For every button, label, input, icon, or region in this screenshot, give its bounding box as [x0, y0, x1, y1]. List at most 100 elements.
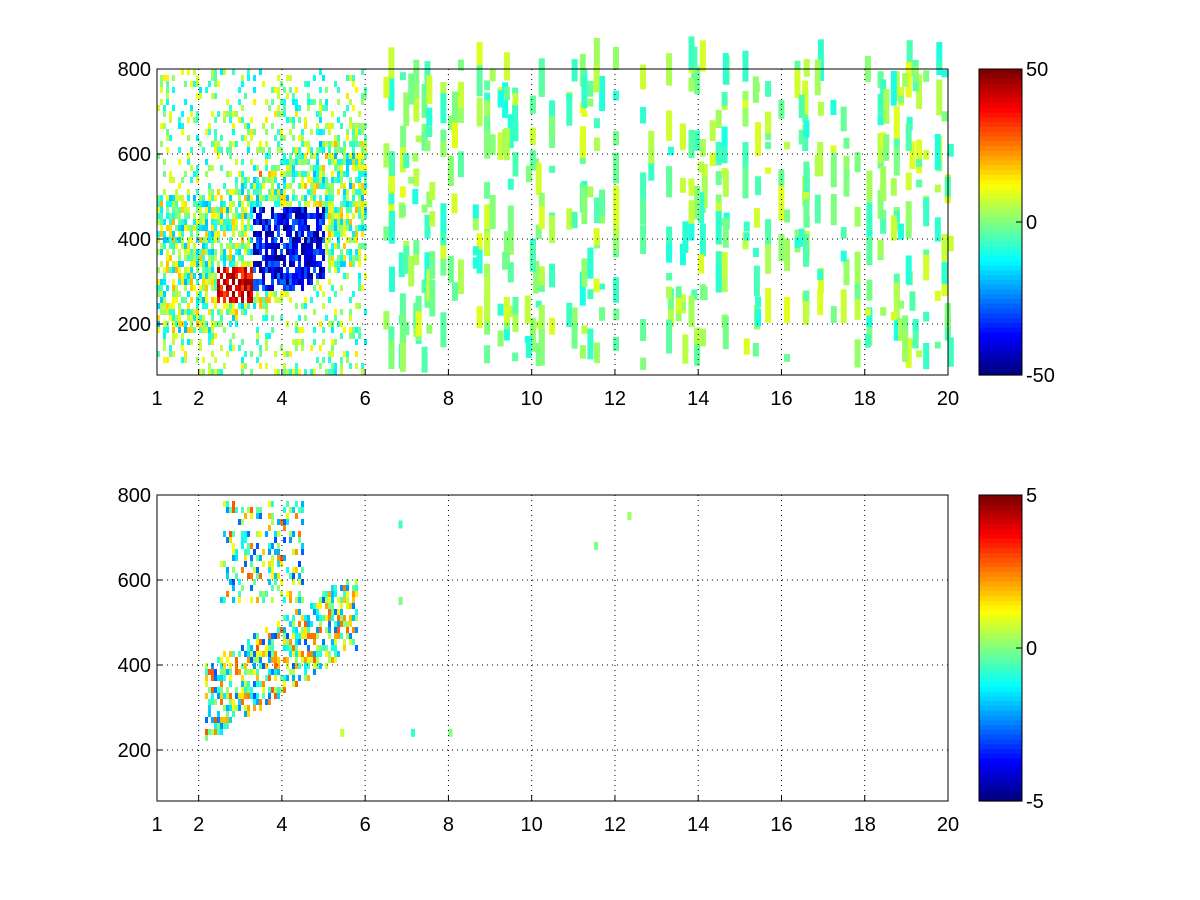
heatmap-cell: [169, 117, 172, 123]
heatmap-cell: [262, 549, 265, 555]
heatmap-cell: [166, 87, 169, 93]
heatmap-cell: [688, 36, 695, 71]
heatmap-cell: [223, 219, 226, 225]
heatmap-cell: [265, 141, 268, 147]
heatmap-cell: [226, 147, 229, 153]
colorbar-step: [979, 710, 1022, 716]
heatmap-cell: [343, 351, 346, 357]
heatmap-cell: [217, 279, 220, 285]
heatmap-cell: [307, 255, 310, 261]
heatmap-cell: [163, 237, 166, 243]
heatmap-cell: [247, 291, 250, 297]
heatmap-cell: [854, 152, 861, 173]
heatmap-cell: [292, 243, 295, 249]
heatmap-cell: [244, 669, 247, 675]
heatmap-cell: [247, 639, 250, 645]
heatmap-cell: [313, 153, 316, 159]
heatmap-cell: [259, 213, 262, 219]
heatmap-cell: [211, 189, 214, 195]
heatmap-cell: [289, 165, 292, 171]
heatmap-cell: [265, 285, 268, 291]
heatmap-cell: [507, 248, 514, 255]
heatmap-cell: [226, 189, 229, 195]
heatmap-cell: [166, 99, 169, 105]
heatmap-cell: [877, 117, 884, 126]
heatmap-cell: [214, 231, 217, 237]
heatmap-cell: [310, 189, 313, 195]
heatmap-cell: [587, 328, 594, 360]
heatmap-cell: [196, 309, 199, 315]
heatmap-cell: [187, 225, 190, 231]
heatmap-cell: [211, 729, 214, 735]
heatmap-cell: [755, 176, 762, 196]
heatmap-cell: [241, 279, 244, 285]
heatmap-cell: [310, 153, 313, 159]
heatmap-cell: [184, 243, 187, 249]
heatmap-cell: [307, 243, 310, 249]
heatmap-cell: [259, 363, 262, 369]
heatmap-cell: [893, 146, 900, 176]
heatmap-cell: [295, 651, 298, 657]
heatmap-cell: [205, 225, 208, 231]
heatmap-cell: [247, 75, 250, 81]
heatmap-cell: [752, 247, 759, 257]
colorbar-tick-label: 50: [1026, 59, 1048, 81]
heatmap-cell: [328, 621, 331, 627]
heatmap-cell: [232, 651, 235, 657]
heatmap-cell: [905, 338, 912, 368]
colorbar-step: [979, 222, 1022, 228]
heatmap-cell: [346, 93, 349, 99]
heatmap-cell: [440, 233, 447, 269]
colorbar-step: [979, 92, 1022, 99]
heatmap-cell: [343, 585, 346, 591]
heatmap-cell: [244, 249, 247, 255]
heatmap-cell: [220, 147, 223, 153]
heatmap-cell: [262, 207, 265, 213]
heatmap-cell: [361, 207, 364, 213]
heatmap-cell: [232, 585, 235, 591]
heatmap-cell: [223, 723, 226, 729]
heatmap-cell: [358, 273, 361, 279]
heatmap-cell: [298, 225, 301, 231]
heatmap-cell: [923, 70, 930, 82]
heatmap-cell: [241, 267, 244, 273]
heatmap-cell: [331, 123, 334, 129]
heatmap-cell: [286, 195, 289, 201]
heatmap-cell: [667, 295, 674, 310]
heatmap-cell: [814, 59, 821, 96]
heatmap-cell: [337, 141, 340, 147]
top-heatmap-frame: [156, 68, 949, 376]
heatmap-cell: [304, 195, 307, 201]
heatmap-cell: [358, 153, 361, 159]
heatmap-cell: [256, 657, 259, 663]
heatmap-cell: [286, 657, 289, 663]
heatmap-cell: [699, 40, 706, 72]
heatmap-cell: [421, 204, 428, 213]
heatmap-cell: [256, 681, 259, 687]
heatmap-cell: [512, 93, 519, 102]
heatmap-cell: [292, 669, 295, 675]
heatmap-cell: [244, 243, 247, 249]
heatmap-cell: [157, 201, 160, 207]
heatmap-cell: [298, 219, 301, 225]
heatmap-cell: [226, 507, 229, 513]
heatmap-cell: [181, 219, 184, 225]
heatmap-cell: [211, 279, 214, 285]
heatmap-cell: [352, 231, 355, 237]
heatmap-cell: [337, 225, 340, 231]
heatmap-cell: [715, 171, 722, 185]
heatmap-cell: [880, 79, 887, 96]
heatmap-cell: [190, 105, 193, 111]
heatmap-cell: [250, 369, 253, 375]
heatmap-cell: [238, 699, 241, 705]
heatmap-cell: [217, 687, 220, 693]
colorbar-step: [979, 83, 1022, 89]
heatmap-cell: [364, 213, 367, 219]
heatmap-cell: [319, 183, 322, 189]
heatmap-cell: [398, 520, 403, 529]
heatmap-cell: [163, 189, 166, 195]
heatmap-cell: [694, 327, 701, 345]
heatmap-cell: [304, 369, 307, 375]
